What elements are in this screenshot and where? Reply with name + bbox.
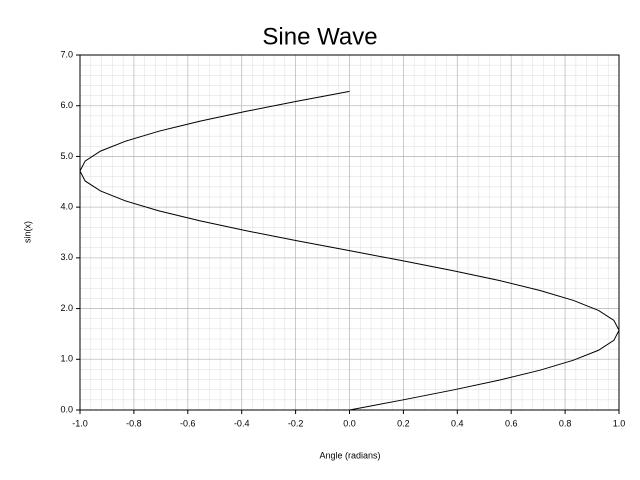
y-tick-label: 7.0 (60, 49, 73, 59)
x-tick-label: 0.2 (397, 418, 410, 428)
x-axis-label: Angle (radians) (319, 450, 380, 460)
y-tick-label: 3.0 (60, 252, 73, 262)
x-tick-label: -0.8 (126, 418, 142, 428)
x-tick-label: -0.2 (288, 418, 304, 428)
x-tick-label: 0.0 (343, 418, 356, 428)
x-tick-label: -0.4 (234, 418, 250, 428)
x-tick-label: -1.0 (72, 418, 88, 428)
x-tick-label: 0.8 (559, 418, 572, 428)
x-tick-label: 1.0 (613, 418, 626, 428)
x-tick-label: 0.6 (505, 418, 518, 428)
y-tick-label: 5.0 (60, 151, 73, 161)
y-tick-label: 1.0 (60, 354, 73, 364)
x-tick-label: -0.6 (180, 418, 196, 428)
chart-title: Sine Wave (262, 23, 377, 50)
y-tick-label: 2.0 (60, 303, 73, 313)
x-tick-label: 0.4 (451, 418, 464, 428)
sine-line (79, 90, 620, 411)
y-axis-label: sin(x) (22, 221, 32, 243)
y-tick-label: 0.0 (60, 404, 73, 414)
y-tick-label: 6.0 (60, 100, 73, 110)
y-tick-label: 4.0 (60, 202, 73, 212)
